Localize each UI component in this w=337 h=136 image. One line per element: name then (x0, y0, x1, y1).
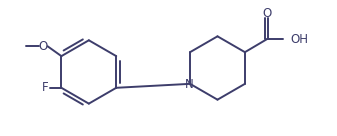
Text: O: O (38, 40, 47, 53)
Text: OH: OH (290, 33, 308, 46)
Text: F: F (42, 81, 49, 94)
Text: O: O (262, 7, 271, 20)
Text: N: N (185, 78, 193, 91)
